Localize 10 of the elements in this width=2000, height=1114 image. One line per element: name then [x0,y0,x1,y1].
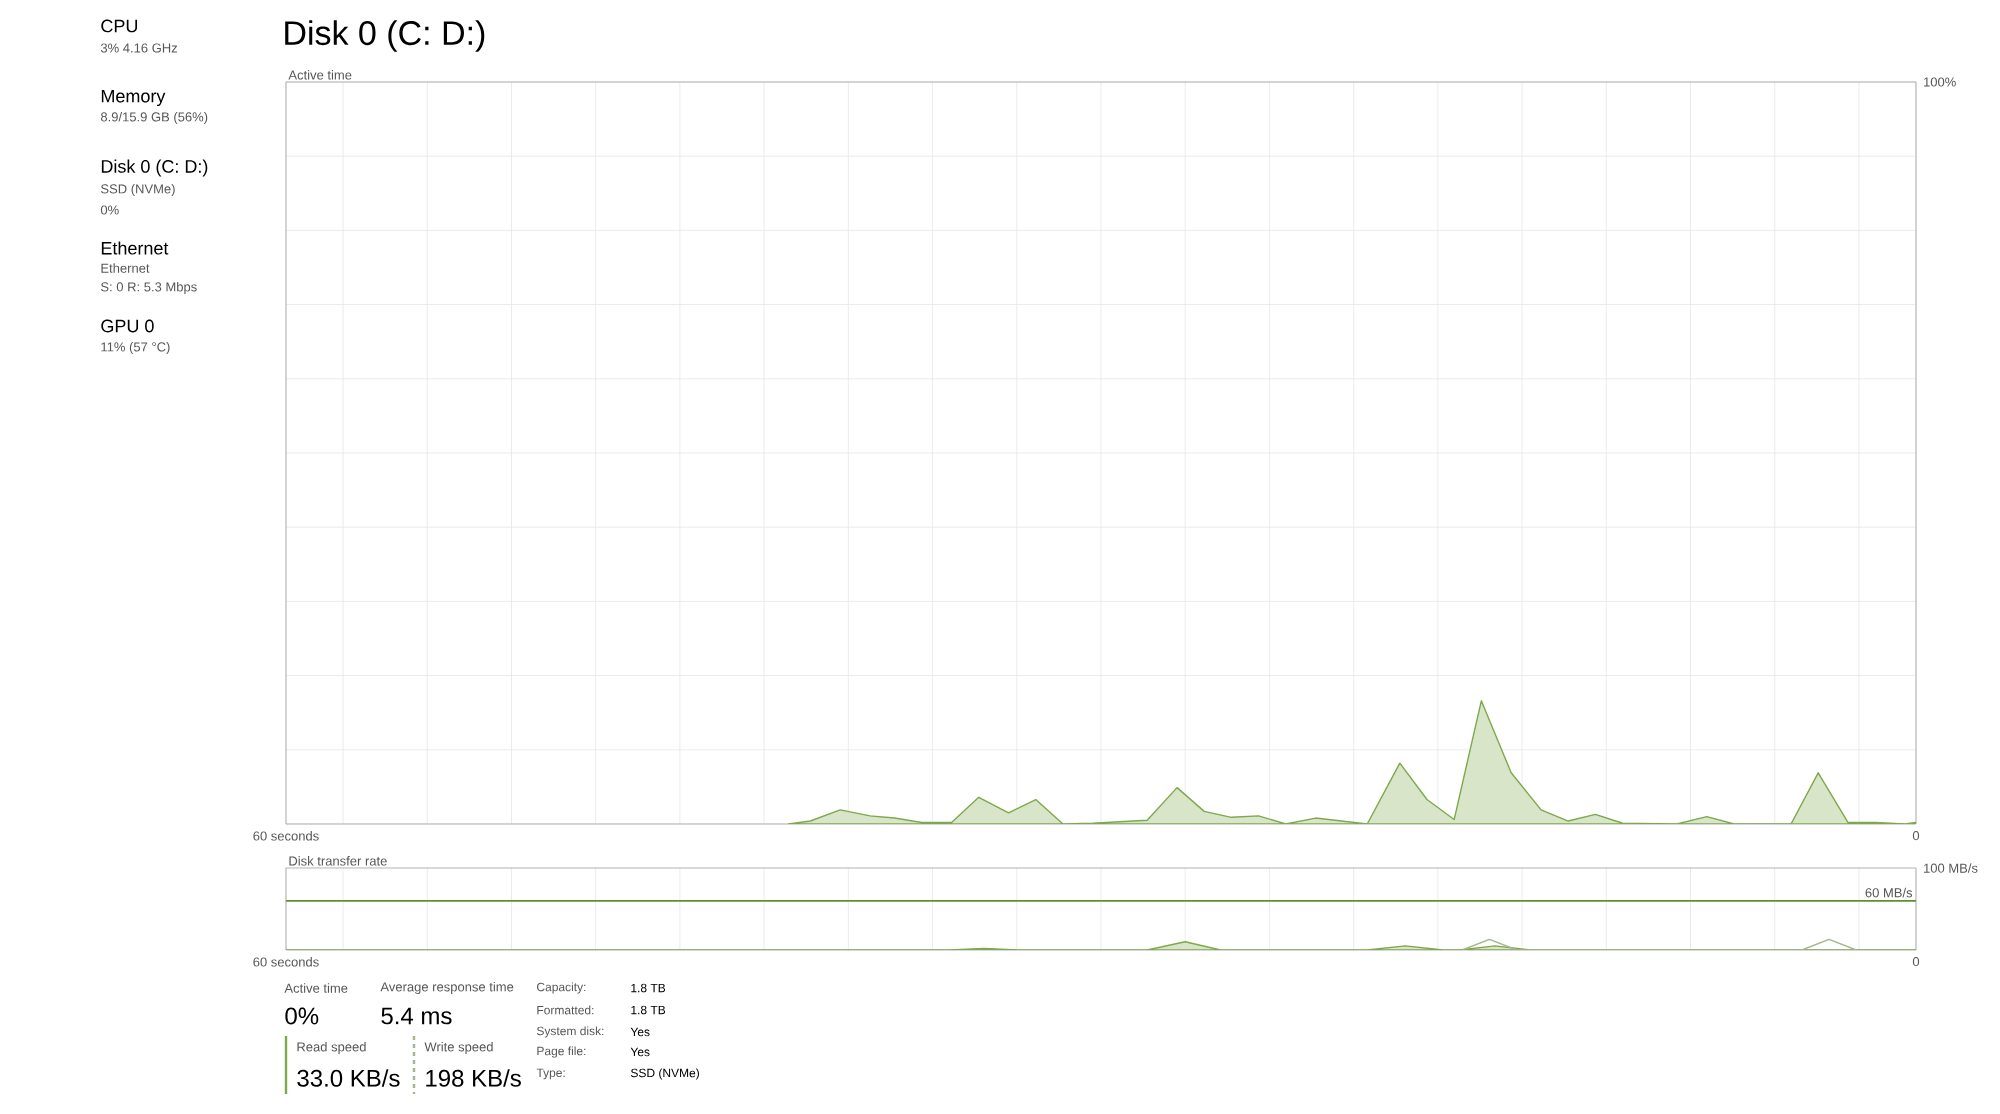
text: CPU [101,19,138,33]
text: 0% [285,1007,319,1025]
text: 198 KB/s [426,1069,521,1087]
text: GPU 0 [101,319,154,333]
text: Ethernet [101,241,169,255]
text: 33.0 KB/s [297,1069,400,1087]
text: 5.4 ms [381,1007,452,1025]
chart-title: Disk 0 (C: D:) [285,20,485,52]
text: Memory [101,89,166,107]
text: Disk 0 (C: D:) [101,159,208,177]
